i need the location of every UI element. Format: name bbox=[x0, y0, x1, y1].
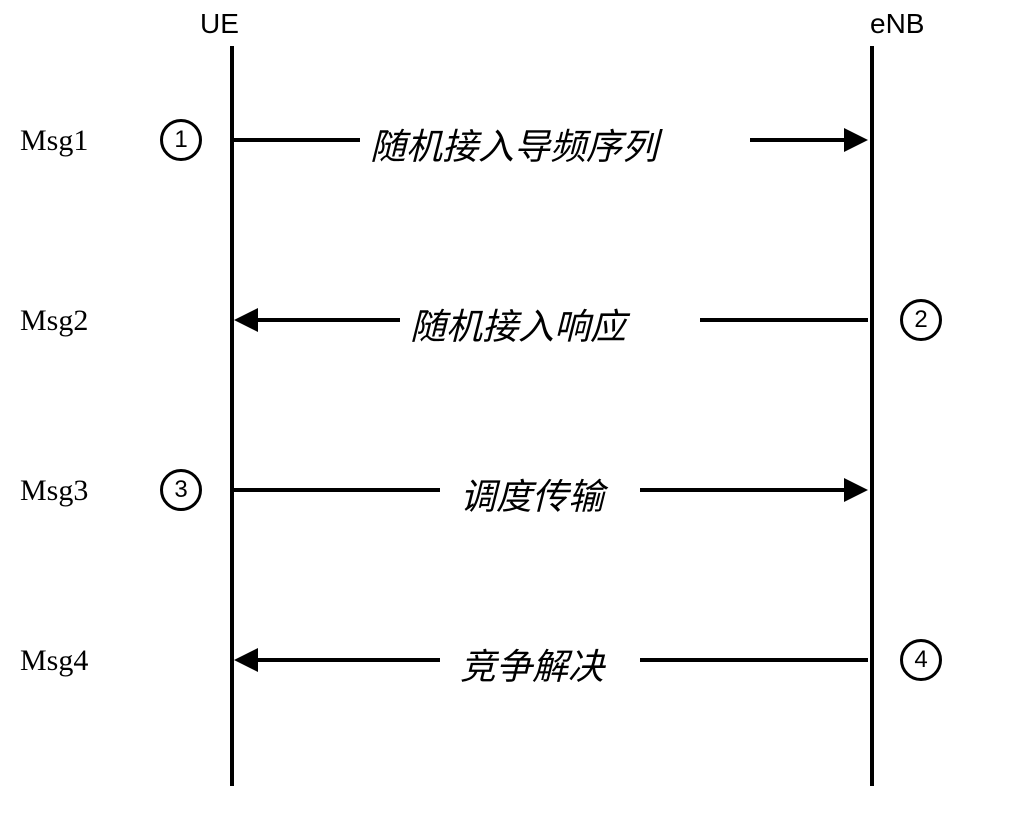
arrow-segment bbox=[254, 658, 440, 662]
arrow-segment bbox=[640, 658, 868, 662]
message-label-msg3: Msg3 bbox=[20, 474, 88, 508]
arrow-text-msg3: 调度传输 bbox=[460, 468, 604, 520]
arrow-segment bbox=[700, 318, 868, 322]
arrow-segment bbox=[254, 318, 400, 322]
arrow-segment bbox=[234, 488, 440, 492]
actor-label-ue: UE bbox=[200, 8, 239, 40]
message-label-msg2: Msg2 bbox=[20, 304, 88, 338]
arrow-text-msg2: 随机接入响应 bbox=[410, 298, 626, 350]
step-circle-4: 4 bbox=[900, 639, 942, 681]
step-circle-1: 1 bbox=[160, 119, 202, 161]
step-circle-2: 2 bbox=[900, 299, 942, 341]
message-label-msg4: Msg4 bbox=[20, 644, 88, 678]
arrow-segment bbox=[234, 138, 360, 142]
actor-label-enb: eNB bbox=[870, 8, 924, 40]
arrow-text-msg4: 竞争解决 bbox=[460, 638, 604, 690]
sequence-diagram: UE eNB Msg1 1 随机接入导频序列 Msg2 2 随机接入响应 Msg3 3 调度传输… bbox=[0, 0, 1018, 821]
arrow-text-msg1: 随机接入导频序列 bbox=[370, 118, 658, 170]
step-circle-3: 3 bbox=[160, 469, 202, 511]
lifeline-ue bbox=[230, 46, 234, 786]
arrow-segment bbox=[640, 488, 848, 492]
lifeline-enb bbox=[870, 46, 874, 786]
message-label-msg1: Msg1 bbox=[20, 124, 88, 158]
arrow-segment bbox=[750, 138, 848, 142]
